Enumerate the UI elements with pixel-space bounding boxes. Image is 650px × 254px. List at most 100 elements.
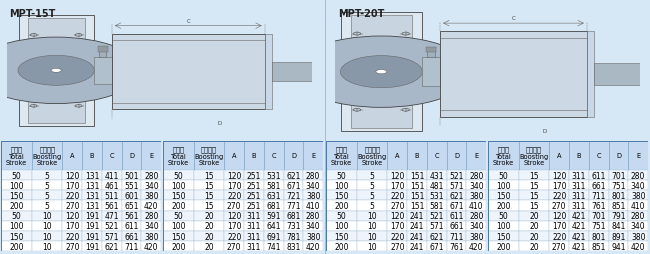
Bar <box>28 19 84 123</box>
Bar <box>122 231 142 241</box>
Text: 220: 220 <box>552 232 566 241</box>
Text: 120: 120 <box>552 211 566 220</box>
Text: 561: 561 <box>124 211 139 220</box>
Bar <box>589 170 608 180</box>
Bar <box>62 170 83 180</box>
Bar <box>467 180 486 190</box>
Text: 571: 571 <box>430 221 444 231</box>
Bar <box>467 141 486 170</box>
Text: 701: 701 <box>611 171 626 180</box>
Text: 10: 10 <box>367 242 377 251</box>
Bar <box>326 241 357 251</box>
Text: 340: 340 <box>631 221 645 231</box>
Bar <box>122 170 142 180</box>
Text: 471: 471 <box>105 211 119 220</box>
Text: 761: 761 <box>592 201 606 210</box>
Bar <box>326 141 357 170</box>
Text: 131: 131 <box>85 171 99 180</box>
Text: 410: 410 <box>306 201 320 210</box>
Bar <box>569 201 589 211</box>
Bar <box>357 170 387 180</box>
Bar <box>326 211 357 221</box>
Bar <box>447 190 467 201</box>
Bar <box>549 241 569 251</box>
Text: 10: 10 <box>367 211 377 220</box>
Text: 481: 481 <box>430 181 444 190</box>
Bar <box>422 58 440 87</box>
Bar <box>62 180 83 190</box>
Text: A: A <box>70 153 75 158</box>
Text: 631: 631 <box>266 191 281 200</box>
Bar <box>629 170 648 180</box>
Bar <box>488 190 519 201</box>
Circle shape <box>402 33 410 36</box>
Bar <box>102 141 122 170</box>
Text: 20: 20 <box>204 232 214 241</box>
Circle shape <box>341 56 422 88</box>
Bar <box>629 231 648 241</box>
Text: 380: 380 <box>144 191 159 200</box>
Bar <box>224 190 244 201</box>
Text: 20: 20 <box>529 211 539 220</box>
Text: 120: 120 <box>390 171 404 180</box>
Text: 151: 151 <box>410 171 424 180</box>
Text: 311: 311 <box>247 211 261 220</box>
Text: 170: 170 <box>65 221 79 231</box>
Bar <box>408 190 427 201</box>
Bar <box>519 201 549 211</box>
Bar <box>244 231 264 241</box>
Text: E: E <box>636 153 640 158</box>
Text: A: A <box>557 153 562 158</box>
Text: 170: 170 <box>227 181 241 190</box>
Bar <box>589 141 608 170</box>
Text: 增压行程
Boosting
Stroke: 增压行程 Boosting Stroke <box>32 146 62 165</box>
Bar <box>304 221 323 231</box>
Circle shape <box>31 105 37 108</box>
Bar <box>387 241 408 251</box>
Circle shape <box>291 37 473 108</box>
Text: 20: 20 <box>529 232 539 241</box>
Text: B: B <box>252 153 256 158</box>
Text: 10: 10 <box>42 232 52 241</box>
Text: 50: 50 <box>337 171 346 180</box>
Bar <box>427 221 447 231</box>
Bar <box>587 32 594 117</box>
Text: 420: 420 <box>631 242 645 251</box>
Bar <box>163 170 194 180</box>
Text: 50: 50 <box>12 171 21 180</box>
Text: 691: 691 <box>266 232 281 241</box>
Bar <box>327 53 331 91</box>
Circle shape <box>0 38 141 104</box>
Bar <box>102 221 122 231</box>
Bar <box>589 231 608 241</box>
Text: 15: 15 <box>204 181 214 190</box>
Text: 50: 50 <box>337 211 346 220</box>
Text: 551: 551 <box>124 181 139 190</box>
Bar <box>1 141 32 170</box>
Text: 170: 170 <box>65 181 79 190</box>
Text: 280: 280 <box>144 211 159 220</box>
Text: 661: 661 <box>449 221 464 231</box>
Text: 总行程
Total
Stroke: 总行程 Total Stroke <box>6 146 27 165</box>
Bar <box>244 141 264 170</box>
Bar <box>447 170 467 180</box>
Bar <box>224 141 244 170</box>
Text: 561: 561 <box>105 201 119 210</box>
Bar <box>1 201 32 211</box>
Text: 170: 170 <box>227 221 241 231</box>
Bar <box>408 241 427 251</box>
Bar <box>283 170 304 180</box>
Text: 270: 270 <box>227 201 241 210</box>
Bar <box>264 190 283 201</box>
Bar <box>519 231 549 241</box>
Text: 531: 531 <box>430 191 444 200</box>
Text: 411: 411 <box>105 171 119 180</box>
Text: 200: 200 <box>171 242 186 251</box>
Bar <box>408 170 427 180</box>
Bar <box>467 221 486 231</box>
Text: 200: 200 <box>171 201 186 210</box>
Bar <box>467 231 486 241</box>
Text: 270: 270 <box>390 201 404 210</box>
Text: 100: 100 <box>171 221 186 231</box>
Bar <box>163 221 194 231</box>
